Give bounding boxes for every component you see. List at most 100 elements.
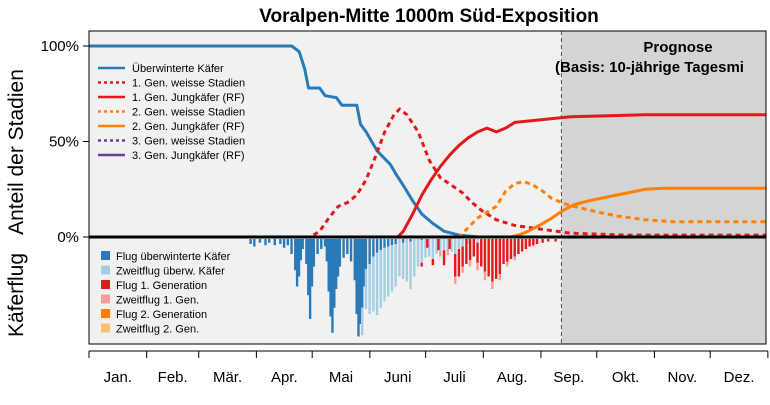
flight-bar xyxy=(457,239,461,249)
flight-bar xyxy=(387,239,390,247)
flight-bar xyxy=(502,239,505,264)
flight-bar xyxy=(305,239,308,264)
flight-bar xyxy=(294,239,297,271)
flight-bar xyxy=(483,239,487,272)
y-label-stages: Anteil der Stadien xyxy=(5,69,28,235)
flight-bar xyxy=(364,269,368,309)
legend-bar-label: Flug 1. Generation xyxy=(116,280,207,292)
flight-bar xyxy=(336,239,340,277)
flight-bar xyxy=(329,239,332,317)
legend-bar-swatch xyxy=(101,251,110,260)
x-tick-label: Apr. xyxy=(271,369,298,386)
y-tick-label: 0% xyxy=(57,229,79,246)
flight-bar xyxy=(310,239,314,287)
flight-bar xyxy=(483,271,487,281)
flight-bar xyxy=(509,239,513,259)
flight-bar xyxy=(453,239,457,254)
x-tick-label: Dez. xyxy=(724,369,755,386)
flight-bar xyxy=(535,239,539,244)
flight-bar xyxy=(349,239,353,262)
flight-bar xyxy=(424,239,427,258)
forecast-subtitle: (Basis: 10-jährige Tagesmi xyxy=(555,59,744,76)
flight-bar xyxy=(258,239,262,243)
flight-bar xyxy=(405,239,409,282)
x-axis: Jan. Feb. Mär. Apr. Mai Juni Juli Aug. Sep. Okt. N… xyxy=(88,350,769,386)
flight-bar xyxy=(446,239,449,249)
flight-bar xyxy=(401,239,405,243)
flight-bar xyxy=(487,239,490,277)
flight-bar xyxy=(359,239,362,324)
flight-bar xyxy=(333,239,336,308)
flight-bar xyxy=(353,239,356,281)
flight-bar xyxy=(467,239,470,244)
legend-line-label: 2. Gen. weisse Stadien xyxy=(132,107,245,119)
legend-bar-label: Zweitflug überw. Käfer xyxy=(116,266,225,278)
forecast-title: Prognose xyxy=(643,39,712,56)
flight-bar xyxy=(506,239,509,262)
flight-bar xyxy=(253,239,256,247)
x-tick-label: Sep. xyxy=(553,369,584,386)
legend-bar-label: Flug überwinterte Käfer xyxy=(116,251,231,263)
flight-bar xyxy=(541,239,544,243)
flight-bar xyxy=(468,239,472,261)
flight-bar xyxy=(513,239,516,257)
flight-bar xyxy=(390,245,394,292)
legend-bar-swatch xyxy=(101,294,110,304)
flight-bar xyxy=(448,239,451,249)
flight-bar xyxy=(312,239,316,267)
legend-bars: Flug überwinterte Käfer Zweitflug überw. … xyxy=(101,251,231,336)
flight-bar xyxy=(295,239,299,287)
legend-bar-swatch xyxy=(101,265,110,275)
flight-bar xyxy=(420,239,423,241)
flight-bar xyxy=(401,242,405,279)
flight-bar xyxy=(323,239,327,247)
flight-bar xyxy=(301,239,304,249)
flight-bar xyxy=(498,239,502,274)
flight-bar xyxy=(524,239,528,249)
flight-bar xyxy=(279,239,282,244)
flight-bar xyxy=(461,239,464,247)
flight-bar xyxy=(431,259,435,266)
flight-bar xyxy=(506,261,509,267)
flight-bar xyxy=(426,239,429,248)
flight-bar xyxy=(379,250,383,308)
flight-bar xyxy=(249,239,252,244)
y-label-flight: Käferflug xyxy=(5,253,28,337)
legend-lines: Überwinterte Käfer 1. Gen. weisse Stadien… xyxy=(98,63,245,162)
flight-bar xyxy=(368,239,371,264)
x-tick-label: Jan. xyxy=(104,369,132,386)
flight-bar xyxy=(468,260,472,267)
flight-bar xyxy=(331,239,334,333)
legend-line-label: 1. Gen. Jungkäfer (RF) xyxy=(132,92,245,104)
flight-bar xyxy=(532,239,535,246)
flight-bar xyxy=(364,239,368,269)
flight-bar xyxy=(431,239,435,259)
flight-bar xyxy=(334,239,338,289)
legend-line-label: 3. Gen. weisse Stadien xyxy=(132,136,245,148)
flight-bar xyxy=(420,240,423,263)
flight-bar xyxy=(346,239,349,254)
x-tick-label: Nov. xyxy=(667,369,697,386)
y-tick-label: 50% xyxy=(49,134,79,151)
legend-bar-swatch xyxy=(101,280,110,289)
flight-bar xyxy=(273,239,276,246)
series-line xyxy=(89,44,766,239)
flight-bar xyxy=(286,239,290,246)
x-tick-label: Okt. xyxy=(612,369,640,386)
flight-bar xyxy=(355,239,358,314)
flight-bar xyxy=(383,239,386,248)
x-tick-label: Juli xyxy=(443,369,466,386)
legend-bar-swatch xyxy=(101,323,110,333)
flight-bar xyxy=(409,239,412,242)
series-line xyxy=(89,180,766,239)
flight-bar xyxy=(532,245,535,247)
x-tick-label: Feb. xyxy=(158,369,188,386)
flight-bar xyxy=(297,239,301,277)
flight-bar xyxy=(513,256,516,261)
flight-bar xyxy=(413,239,416,277)
flight-bar xyxy=(439,239,442,252)
flight-bar xyxy=(299,239,303,261)
legend-line-label: 1. Gen. weisse Stadien xyxy=(132,78,245,90)
flight-bar xyxy=(491,281,494,289)
flight-bar xyxy=(264,239,267,246)
